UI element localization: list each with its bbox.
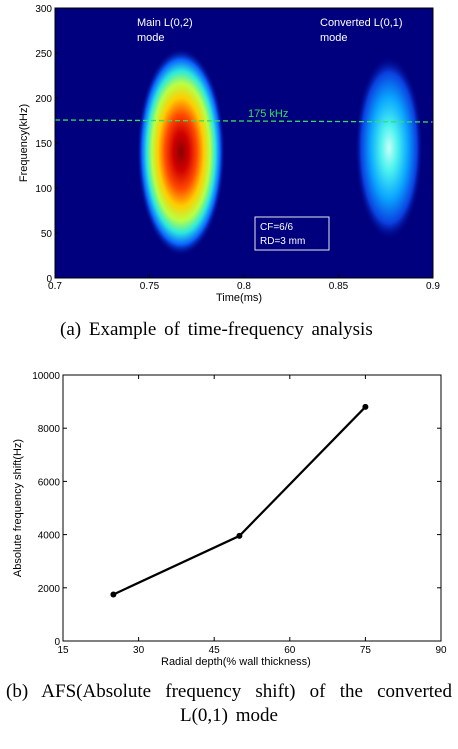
caption-b-line-2: L(0,1) mode [180,705,278,726]
line-y-tick-label: 10000 [32,371,60,382]
heatmap-x-tick-label: 0.75 [140,281,160,292]
heatmap-y-tick-label: 0 [46,274,52,285]
reference-line-label: 175 kHz [248,108,288,120]
line-y-tick-label: 4000 [38,531,61,542]
heatmap-x-axis-label: Time(ms) [216,292,262,304]
converted-mode-blob [355,56,423,240]
caption-a: (a) Example of time-frequency analysis [60,319,373,340]
heatmap-x-tick-label: 0.9 [426,281,440,292]
line-x-tick-label: 60 [284,645,296,656]
line-y-tick-label: 0 [54,637,60,648]
line-x-tick-label: 45 [209,645,221,656]
heatmap-y-ticks: 0 50 100 150 200 250 300 [35,4,59,285]
time-frequency-chart: 175 kHz Main L(0,2) mode Converted L(0,1… [18,4,440,304]
heatmap-y-tick-label: 200 [35,94,52,105]
caption-b: (b) AFS(Absolute frequency shift) of the… [0,680,458,728]
caption-b-line-1: (b) AFS(Absolute frequency shift) of the… [6,681,452,702]
line-plot-frame [62,374,442,642]
line-x-tick-label: 75 [360,645,372,656]
annotation-box [254,216,330,251]
afs-line-chart: 15 30 45 60 75 90 0 2000 4000 6000 8000 10000 Radi… [12,371,447,668]
annotation-text: CF=6/6 RD=3 mm [260,222,305,247]
main-mode-blob [137,48,225,256]
data-point [236,532,243,539]
main-mode-label: Main L(0,2) mode [137,17,196,44]
line-y-tick-label: 6000 [38,477,61,488]
heatmap-y-tick-label: 150 [35,139,52,150]
data-point [362,403,369,410]
reference-line-175khz [54,119,434,123]
heatmap-y-tick-label: 50 [41,229,53,240]
converted-mode-label: Converted L(0,1) mode [320,17,406,44]
series-markers [110,403,369,598]
heatmap-x-tick-label: 0.8 [237,281,251,292]
line-y-axis-label: Absolute frequency shift(Hz) [12,439,24,577]
heatmap-y-axis-label: Frequency(kHz) [18,104,30,182]
heatmap-y-tick-label: 100 [35,184,52,195]
line-y-tick-label: 8000 [38,424,61,435]
data-point [110,591,117,598]
heatmap-x-ticks: 0.7 0.75 0.8 0.85 0.9 [48,274,440,292]
heatmap-x-tick-label: 0.85 [329,281,349,292]
line-x-axis-label: Radial depth(% wall thickness) [161,656,311,668]
line-x-tick-label: 30 [133,645,145,656]
line-y-tick-label: 2000 [38,584,61,595]
line-x-tick-label: 90 [435,645,447,656]
line-y-ticks: 0 2000 4000 6000 8000 10000 [32,371,441,648]
heatmap-y-tick-label: 300 [35,4,52,15]
heatmap-y-tick-label: 250 [35,49,52,60]
heatmap-plot-area: 175 kHz Main L(0,2) mode Converted L(0,1… [54,7,434,279]
heatmap-x-tick-label: 0.7 [48,281,62,292]
line-x-tick-label: 15 [57,645,69,656]
line-x-ticks: 15 30 45 60 75 90 [57,375,447,656]
